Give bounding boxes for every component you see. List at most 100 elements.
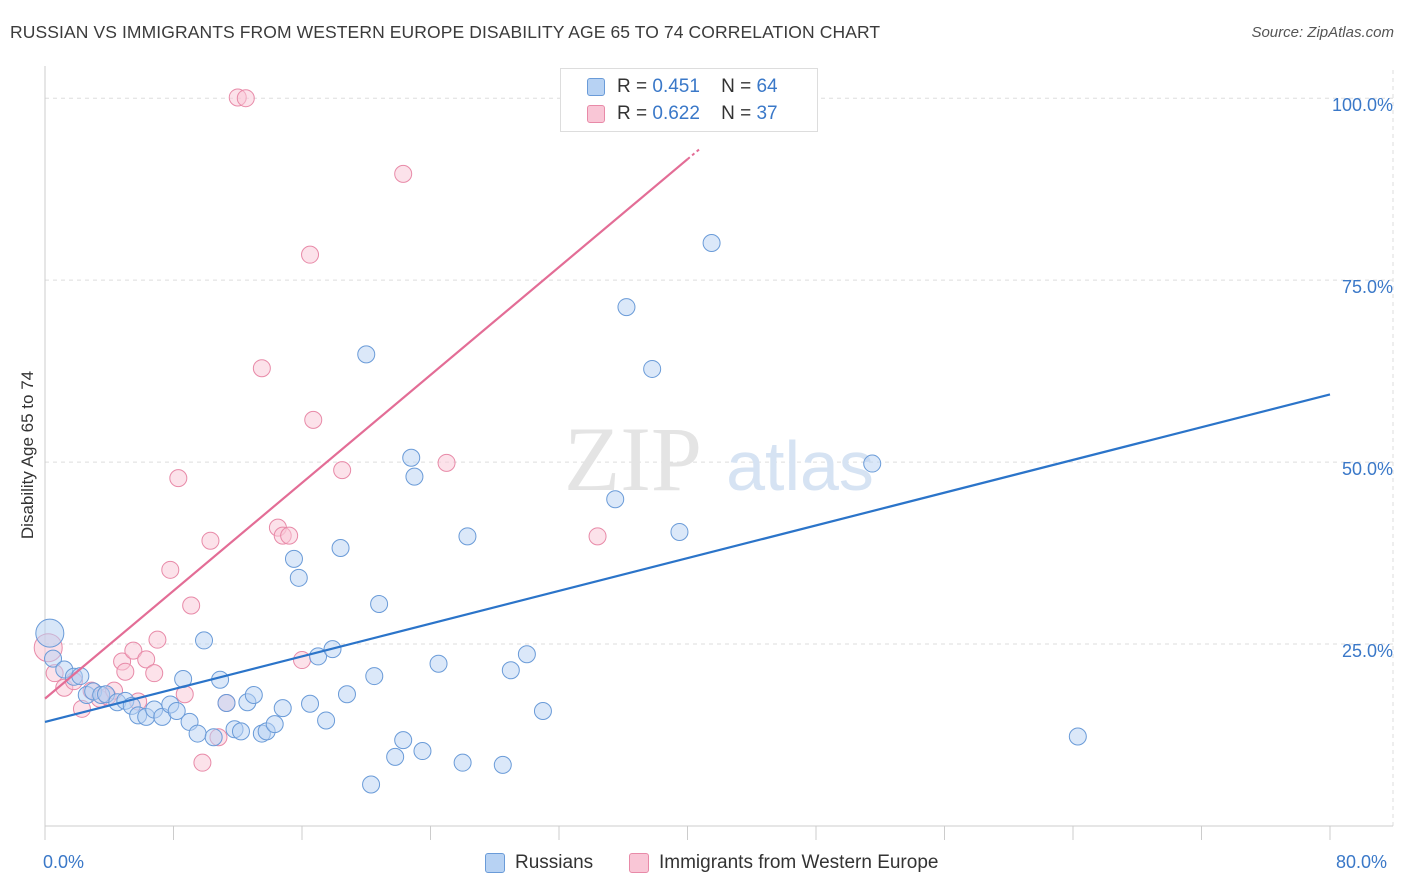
- russians-trend-line: [44, 393, 1331, 723]
- russians-point: [331, 538, 350, 557]
- russians-point: [533, 702, 552, 721]
- russians-point: [493, 755, 512, 774]
- russians-point: [204, 728, 223, 747]
- russians-point: [284, 549, 303, 568]
- russians-point: [357, 345, 376, 364]
- immigrants-point: [193, 753, 212, 772]
- russians-points: [35, 234, 1087, 794]
- legend-n-value: 37: [756, 103, 778, 124]
- y-tick-labels: 25.0% 50.0% 75.0% 100.0%: [1332, 95, 1393, 661]
- y-tick-label: 100.0%: [1332, 95, 1393, 115]
- legend-n-label: N =: [721, 76, 752, 97]
- x-tick-label-min: 0.0%: [43, 852, 85, 872]
- legend-row-russians: R = 0.451 N = 64: [587, 75, 778, 99]
- russians-point: [702, 234, 721, 253]
- immigrants-point: [333, 461, 352, 480]
- russians-point: [517, 645, 536, 664]
- russians-point: [606, 490, 625, 509]
- immigrants-point: [116, 662, 135, 681]
- russians-point: [386, 747, 405, 766]
- russians-legend-swatch: [485, 853, 505, 873]
- immigrants-point: [169, 469, 188, 488]
- immigrants-point: [301, 245, 320, 264]
- immigrants-point: [148, 630, 167, 649]
- x-tick-label-max: 80.0%: [1336, 852, 1388, 872]
- russians-point: [362, 775, 381, 794]
- watermark-atlas: atlas: [726, 427, 874, 505]
- russians-point: [231, 722, 250, 741]
- series-legend-immigrants: Immigrants from Western Europe: [629, 852, 938, 874]
- immigrants-point: [280, 526, 299, 545]
- legend-r-value: 0.622: [652, 103, 700, 124]
- source-label: Source: ZipAtlas.com: [1251, 24, 1394, 41]
- russians-point: [458, 527, 477, 546]
- legend-row-immigrants: R = 0.622 N = 37: [587, 102, 778, 126]
- legend-n-label: N =: [721, 103, 752, 124]
- legend-r-label: R =: [617, 76, 648, 97]
- immigrants-point: [252, 359, 271, 378]
- russians-point: [195, 631, 214, 650]
- russians-point: [1068, 727, 1087, 746]
- immigrants-point: [394, 164, 413, 183]
- immigrants-point: [588, 527, 607, 546]
- russians-point: [501, 661, 520, 680]
- legend-r-value: 0.451: [652, 76, 700, 97]
- russians-point: [394, 731, 413, 750]
- legend-n-value: 64: [756, 76, 778, 97]
- series-legend-russians: Russians: [485, 852, 593, 874]
- y-tick-label: 50.0%: [1342, 459, 1393, 479]
- russians-point: [188, 724, 207, 743]
- immigrants-point: [437, 453, 456, 472]
- immigrants-point: [145, 664, 164, 683]
- russians-point: [402, 448, 421, 467]
- russians-point: [370, 595, 389, 614]
- russians-legend-label: Russians: [515, 852, 594, 873]
- grid-lines: [45, 70, 1394, 826]
- immigrants-point: [304, 410, 323, 429]
- immigrants-trend-line: [44, 158, 689, 700]
- russians-point: [301, 694, 320, 713]
- russians-point: [265, 715, 284, 734]
- russians-swatch: [587, 78, 605, 96]
- russians-point: [413, 742, 432, 761]
- russians-point: [273, 699, 292, 718]
- russians-point: [244, 685, 263, 704]
- axes: [44, 66, 1393, 840]
- trend-lines: [44, 147, 1331, 723]
- immigrants-point: [137, 650, 156, 669]
- russians-point: [35, 618, 65, 648]
- russians-point: [617, 298, 636, 317]
- russians-point: [167, 702, 186, 721]
- russians-point: [44, 649, 63, 668]
- y-axis-label: Disability Age 65 to 74: [18, 370, 37, 540]
- immigrants-points: [33, 88, 607, 772]
- immigrants-legend-label: Immigrants from Western Europe: [659, 852, 939, 873]
- watermark: ZIP atlas: [564, 408, 874, 510]
- russians-point: [643, 359, 662, 378]
- russians-point: [289, 568, 308, 587]
- russians-point: [337, 685, 356, 704]
- y-tick-label: 75.0%: [1342, 277, 1393, 297]
- russians-point: [863, 454, 882, 473]
- y-tick-label: 25.0%: [1342, 641, 1393, 661]
- immigrants-point: [161, 560, 180, 579]
- immigrants-legend-swatch: [629, 853, 649, 873]
- immigrants-point: [236, 89, 255, 108]
- immigrants-point: [182, 596, 201, 615]
- russians-point: [670, 522, 689, 541]
- russians-point: [453, 753, 472, 772]
- stats-legend: R = 0.451 N = 64 R = 0.622 N = 37: [560, 68, 818, 132]
- watermark-zip: ZIP: [564, 408, 702, 510]
- russians-point: [405, 467, 424, 486]
- immigrants-point: [201, 531, 220, 550]
- russians-point: [365, 667, 384, 686]
- russians-point: [317, 711, 336, 730]
- immigrants-trend-extension: [686, 147, 701, 160]
- legend-r-label: R =: [617, 103, 648, 124]
- russians-point: [429, 654, 448, 673]
- russians-point: [217, 694, 236, 713]
- series-legend: Russians Immigrants from Western Europe: [0, 852, 1406, 878]
- immigrants-swatch: [587, 105, 605, 123]
- chart-title: RUSSIAN VS IMMIGRANTS FROM WESTERN EUROP…: [10, 22, 881, 42]
